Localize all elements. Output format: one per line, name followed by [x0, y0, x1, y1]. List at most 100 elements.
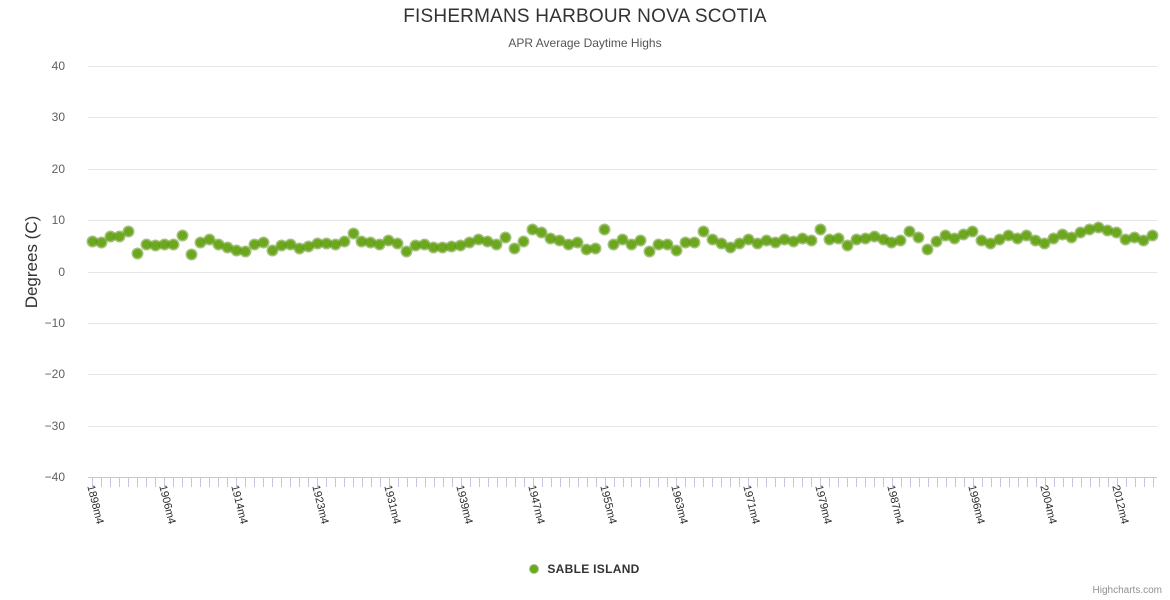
data-point[interactable]: [258, 237, 268, 247]
data-point[interactable]: [1085, 225, 1095, 235]
data-point[interactable]: [591, 243, 601, 253]
data-point[interactable]: [339, 237, 349, 247]
data-point[interactable]: [833, 233, 843, 243]
data-point[interactable]: [941, 230, 951, 240]
data-point[interactable]: [1067, 232, 1077, 242]
data-point[interactable]: [456, 240, 466, 250]
credits-label[interactable]: Highcharts.com: [1092, 585, 1162, 596]
data-point[interactable]: [159, 240, 169, 250]
data-point[interactable]: [1031, 236, 1041, 246]
data-point[interactable]: [1049, 233, 1059, 243]
data-point[interactable]: [294, 244, 304, 254]
data-point[interactable]: [312, 239, 322, 249]
data-point[interactable]: [860, 233, 870, 243]
data-point[interactable]: [725, 242, 735, 252]
data-point[interactable]: [680, 238, 690, 248]
data-point[interactable]: [1130, 233, 1140, 243]
data-point[interactable]: [644, 246, 654, 256]
data-point[interactable]: [609, 239, 619, 249]
data-point[interactable]: [87, 236, 97, 246]
data-point[interactable]: [114, 231, 124, 241]
data-point[interactable]: [779, 235, 789, 245]
data-point[interactable]: [797, 233, 807, 243]
data-point[interactable]: [1040, 239, 1050, 249]
data-point[interactable]: [1139, 236, 1149, 246]
legend-item-sable-island[interactable]: SABLE ISLAND: [547, 562, 640, 576]
data-point[interactable]: [276, 241, 286, 251]
data-point[interactable]: [303, 242, 313, 252]
data-point[interactable]: [1022, 230, 1032, 240]
data-point[interactable]: [626, 239, 636, 249]
data-point[interactable]: [698, 227, 708, 237]
data-point[interactable]: [96, 237, 106, 247]
data-point[interactable]: [1148, 231, 1157, 241]
data-point[interactable]: [375, 239, 385, 249]
data-point[interactable]: [348, 229, 358, 239]
data-point[interactable]: [635, 236, 645, 246]
data-point[interactable]: [806, 235, 816, 245]
data-point[interactable]: [519, 237, 529, 247]
data-point[interactable]: [1103, 226, 1113, 236]
data-point[interactable]: [186, 249, 196, 259]
data-point[interactable]: [600, 225, 610, 235]
data-point[interactable]: [285, 240, 295, 250]
data-point[interactable]: [815, 224, 825, 234]
data-point[interactable]: [501, 233, 511, 243]
data-point[interactable]: [959, 230, 969, 239]
data-point[interactable]: [662, 239, 672, 249]
data-point[interactable]: [366, 238, 376, 248]
data-point[interactable]: [204, 235, 214, 245]
data-point[interactable]: [887, 237, 897, 247]
data-point[interactable]: [141, 240, 151, 250]
data-point[interactable]: [150, 240, 160, 250]
data-point[interactable]: [761, 236, 771, 246]
data-point[interactable]: [573, 238, 583, 248]
data-point[interactable]: [932, 237, 942, 247]
data-point[interactable]: [752, 238, 762, 248]
data-point[interactable]: [950, 233, 960, 243]
data-point[interactable]: [851, 234, 861, 244]
data-point[interactable]: [743, 234, 753, 244]
data-point[interactable]: [1112, 228, 1122, 238]
data-point[interactable]: [1076, 227, 1086, 237]
data-point[interactable]: [105, 232, 115, 242]
data-point[interactable]: [986, 238, 996, 248]
data-point[interactable]: [465, 237, 475, 247]
data-point[interactable]: [267, 246, 277, 256]
data-point[interactable]: [824, 234, 834, 244]
data-point[interactable]: [995, 234, 1005, 244]
data-point[interactable]: [977, 235, 987, 245]
data-point[interactable]: [384, 236, 394, 246]
data-point[interactable]: [905, 227, 915, 237]
data-point[interactable]: [411, 241, 421, 251]
data-point[interactable]: [393, 238, 403, 248]
data-point[interactable]: [618, 234, 627, 244]
data-point[interactable]: [1013, 233, 1023, 243]
data-point[interactable]: [330, 239, 340, 249]
data-point[interactable]: [878, 235, 888, 245]
data-point[interactable]: [528, 224, 538, 234]
data-point[interactable]: [492, 239, 502, 249]
data-point[interactable]: [689, 238, 699, 248]
data-point[interactable]: [177, 230, 187, 240]
data-point[interactable]: [896, 236, 906, 246]
data-point[interactable]: [788, 237, 798, 247]
data-point[interactable]: [483, 236, 493, 246]
data-point[interactable]: [770, 237, 780, 247]
chart-legend[interactable]: SABLE ISLAND: [0, 562, 1170, 576]
data-point[interactable]: [537, 227, 547, 237]
data-point[interactable]: [249, 239, 259, 249]
data-point[interactable]: [474, 235, 484, 245]
data-point[interactable]: [1094, 223, 1104, 233]
data-point[interactable]: [734, 238, 744, 248]
data-point[interactable]: [1058, 230, 1068, 239]
data-point[interactable]: [671, 246, 681, 256]
data-point[interactable]: [438, 243, 448, 253]
data-point[interactable]: [168, 239, 178, 249]
data-point[interactable]: [195, 238, 205, 248]
data-point[interactable]: [402, 246, 412, 256]
data-point[interactable]: [231, 246, 241, 256]
data-point[interactable]: [447, 242, 457, 252]
data-point[interactable]: [321, 239, 331, 249]
data-point[interactable]: [582, 245, 592, 255]
